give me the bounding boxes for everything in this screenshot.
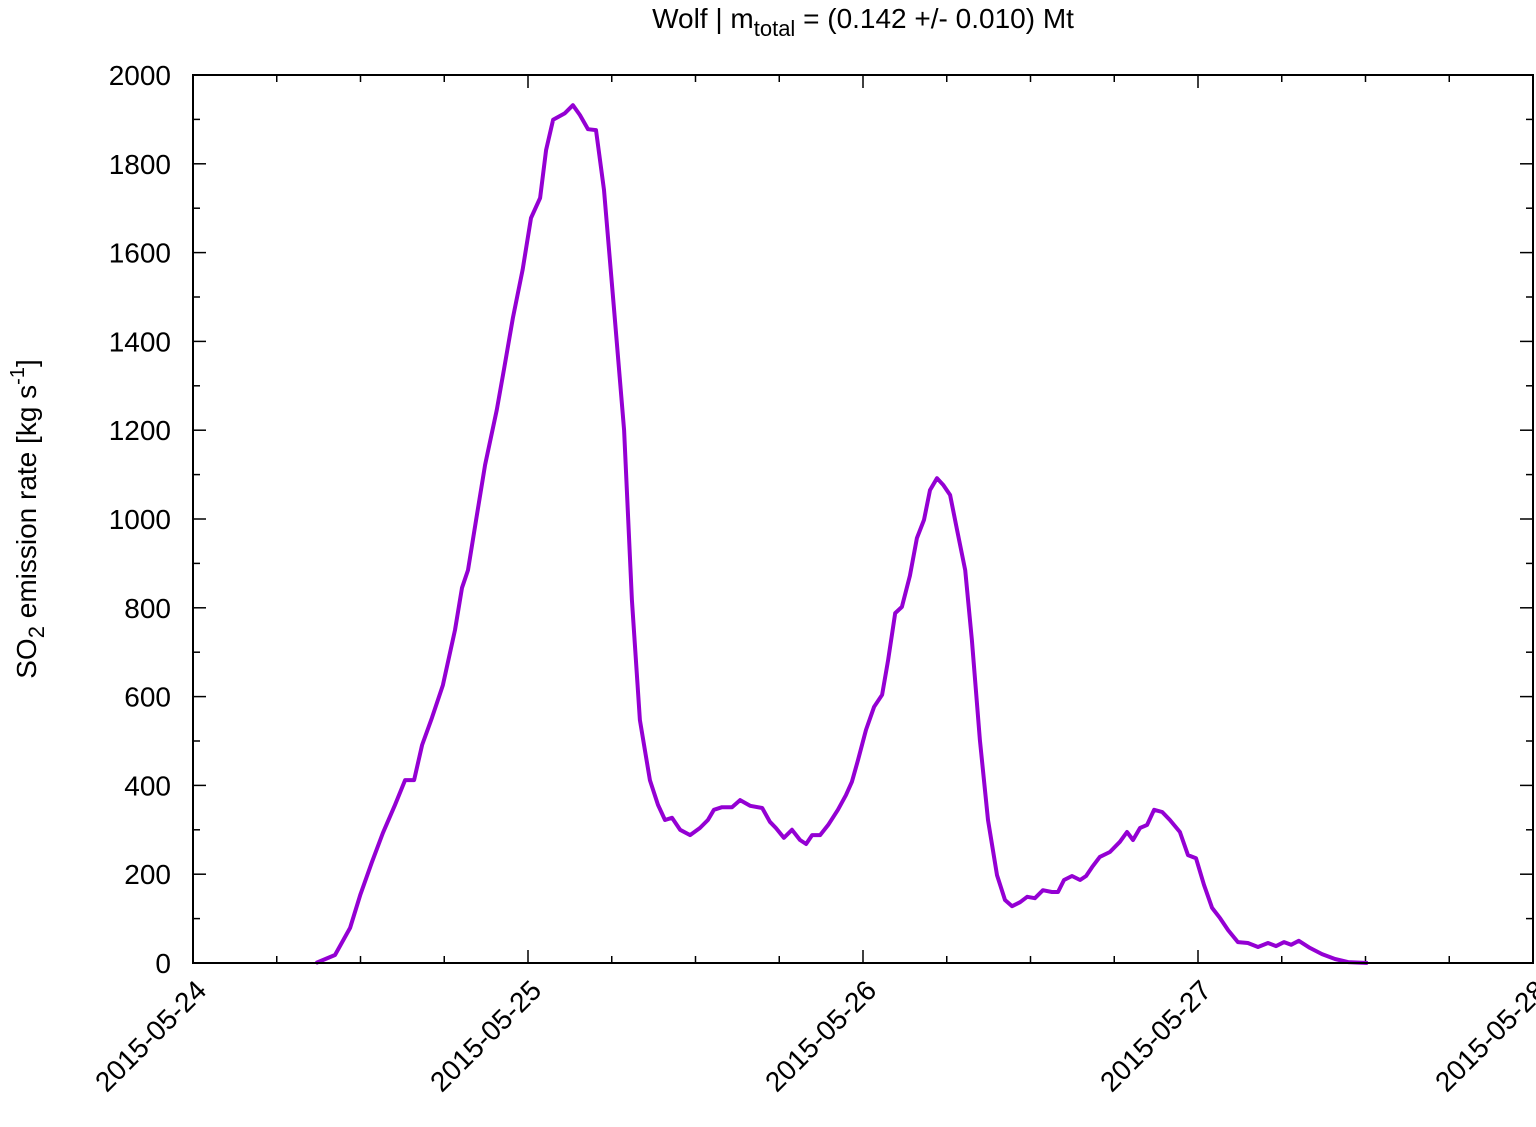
y-tick-label: 800 (124, 593, 171, 624)
data-line (315, 103, 1368, 965)
y-tick-label: 1400 (109, 326, 171, 357)
y-tick-label: 1600 (109, 238, 171, 269)
y-tick-label: 400 (124, 770, 171, 801)
x-tick-label: 2015-05-28 (1429, 974, 1536, 1097)
title-subscript: total (754, 16, 796, 41)
y-axis-label: SO2 emission rate [kg s-1] (7, 359, 49, 679)
x-tick-label: 2015-05-25 (424, 974, 547, 1097)
y-tick-label: 1000 (109, 504, 171, 535)
y-tick-label: 0 (155, 948, 171, 979)
y-tick-label: 600 (124, 682, 171, 713)
title-prefix: Wolf | m (652, 3, 754, 34)
y-tick-label: 200 (124, 859, 171, 890)
y-tick-label: 1200 (109, 415, 171, 446)
y-label-subscript: 2 (24, 626, 49, 638)
y-tick-label: 2000 (109, 60, 171, 91)
x-tick-label: 2015-05-27 (1094, 974, 1217, 1097)
plot-frame (192, 74, 1534, 964)
x-tick-label: 2015-05-26 (759, 974, 882, 1097)
y-tick-label: 1800 (109, 149, 171, 180)
y-label-middle: emission rate [kg s (11, 385, 42, 626)
x-tick-label: 2015-05-24 (89, 974, 212, 1097)
chart-title: Wolf | mtotal = (0.142 +/- 0.010) Mt (652, 3, 1074, 41)
y-label-suffix: ] (11, 359, 42, 367)
title-suffix: = (0.142 +/- 0.010) Mt (795, 3, 1074, 34)
y-label-prefix: SO (11, 638, 42, 678)
y-label-superscript: -1 (7, 367, 29, 385)
